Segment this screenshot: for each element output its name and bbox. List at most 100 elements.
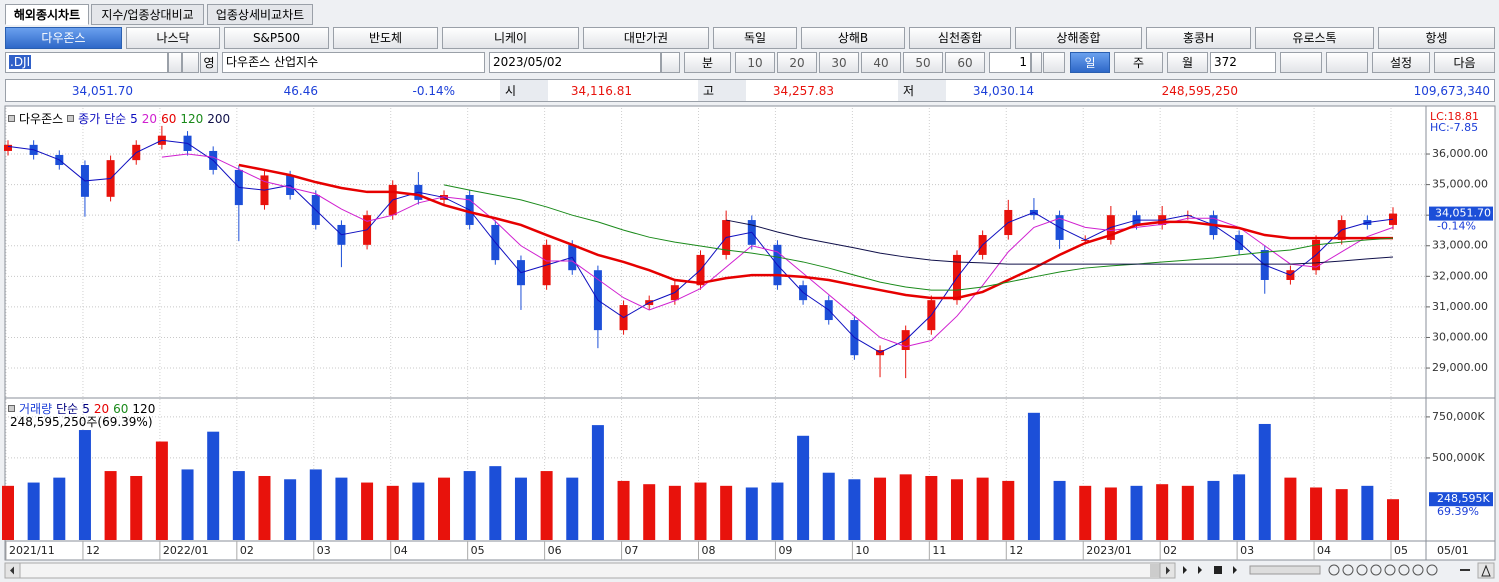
period-button[interactable]: 월 (1167, 52, 1208, 73)
volume-bar (284, 479, 297, 540)
volume-bar (1079, 485, 1092, 540)
legend-entry: 20 (93, 401, 110, 416)
y-tick-label: 35,000.00 (1432, 178, 1488, 191)
bar-count[interactable]: 372 (1210, 52, 1276, 73)
volume-bar (1207, 480, 1220, 540)
chart-style-button[interactable] (1280, 52, 1322, 73)
unit-count[interactable]: 1 (989, 52, 1031, 73)
volume-bar (1361, 485, 1374, 540)
legend-entry: 120 (132, 401, 156, 416)
low-price: 34,030.14 (972, 84, 1034, 98)
moving-average-line (726, 219, 1394, 265)
volume-bar (925, 475, 938, 540)
date-input[interactable]: 2023/05/02 (489, 52, 661, 73)
volume-bar (950, 479, 963, 540)
market-button[interactable]: 대만가권 (583, 27, 709, 49)
volume-bar (720, 485, 733, 540)
tool-icon (1384, 564, 1396, 576)
indicator-button[interactable] (1326, 52, 1368, 73)
volume-bar (976, 477, 989, 540)
legend-name: 거래량 (19, 402, 53, 416)
volume-bar (540, 471, 553, 540)
volume-bar (1258, 423, 1271, 540)
volume-bar (78, 430, 91, 540)
spinner[interactable] (1031, 52, 1042, 73)
volume-bar (1335, 489, 1348, 540)
volume-bar (566, 477, 579, 540)
play-control (1233, 566, 1237, 574)
symbol-text: .DJI (9, 55, 32, 69)
minute-period-button[interactable]: 30 (819, 52, 859, 73)
y-tick-label: 33,000.00 (1432, 239, 1488, 252)
unit-dropdown[interactable] (1043, 52, 1065, 73)
calendar-button[interactable] (661, 52, 680, 73)
chart-frame (4, 105, 1496, 561)
high-label-cell (698, 80, 746, 101)
tab[interactable]: 업종상세비교차트 (207, 4, 313, 25)
zoom-out (1460, 569, 1470, 571)
amount: 109,673,340 (1413, 84, 1490, 98)
y-tick-label: 750,000K (1432, 410, 1485, 423)
volume-bar (2, 485, 14, 540)
dropdown[interactable] (168, 52, 182, 73)
volume-bar (335, 477, 348, 540)
high-label: 고 (703, 84, 715, 98)
x-tick-label: 2023/01 (1086, 544, 1132, 557)
market-button[interactable]: 심천종합 (909, 27, 1011, 49)
minute-period-button[interactable]: 60 (945, 52, 985, 73)
period-button[interactable]: 주 (1114, 52, 1163, 73)
market-button[interactable]: 독일 (713, 27, 797, 49)
market-button[interactable]: 상해종합 (1015, 27, 1142, 49)
moving-average-line (443, 184, 1394, 291)
volume-bar (53, 477, 66, 540)
market-button[interactable]: 나스닥 (126, 27, 220, 49)
volume-bar (1181, 485, 1194, 540)
last-volume-label: 248,595K (1437, 492, 1490, 505)
x-tick-label: 02 (240, 544, 254, 557)
legend-square (8, 115, 15, 122)
volume-bar (1002, 480, 1015, 540)
tool-icon (1398, 564, 1410, 576)
market-button[interactable]: S&P500 (224, 27, 329, 49)
volume-legend: 거래량 단순 5 20 60 120 (8, 400, 155, 417)
volume-bar (438, 477, 451, 540)
candle-body (4, 144, 12, 151)
market-button[interactable]: 니케이 (442, 27, 579, 49)
volume-status: 248,595,250주(69.39%) (10, 415, 153, 429)
scroll-left-arrow (10, 566, 14, 575)
lang-button[interactable]: 영 (200, 52, 218, 73)
volume-bar (207, 431, 220, 540)
legend-entry: 5 (130, 111, 138, 126)
play-control (1198, 566, 1202, 574)
x-tick-label: 02 (1163, 544, 1177, 557)
volume-bar (1310, 487, 1323, 540)
minute-period-button[interactable]: 40 (861, 52, 901, 73)
x-tick-label: 06 (548, 544, 562, 557)
volume-bar (386, 485, 399, 540)
market-button[interactable]: 상해B (801, 27, 905, 49)
lc-label: LC:18.81 (1430, 110, 1479, 123)
search-button[interactable] (182, 52, 199, 73)
market-button[interactable]: 항셍 (1378, 27, 1495, 49)
next-button[interactable]: 다음 (1434, 52, 1495, 73)
minute-button[interactable]: 분 (684, 52, 731, 73)
tab[interactable]: 지수/업종상대비교 (91, 4, 204, 25)
volume-bar (1027, 412, 1040, 540)
volume-bar (232, 471, 245, 540)
volume-bar (27, 482, 40, 540)
minute-period-button[interactable]: 50 (903, 52, 943, 73)
x-tick-label: 12 (86, 544, 100, 557)
settings-button[interactable]: 설정 (1372, 52, 1430, 73)
symbol-input[interactable]: .DJI (5, 52, 168, 73)
tab[interactable]: 해외종시차트 (5, 4, 89, 25)
market-button[interactable]: 홍콩H (1146, 27, 1251, 49)
minute-period-button[interactable]: 20 (777, 52, 817, 73)
market-button[interactable]: 다우존스 (5, 27, 122, 49)
period-button[interactable]: 일 (1070, 52, 1110, 73)
minute-period-button[interactable]: 10 (735, 52, 775, 73)
high-price: 34,257.83 (772, 84, 834, 98)
market-button[interactable]: 유로스톡 (1255, 27, 1374, 49)
market-button[interactable]: 반도체 (333, 27, 438, 49)
